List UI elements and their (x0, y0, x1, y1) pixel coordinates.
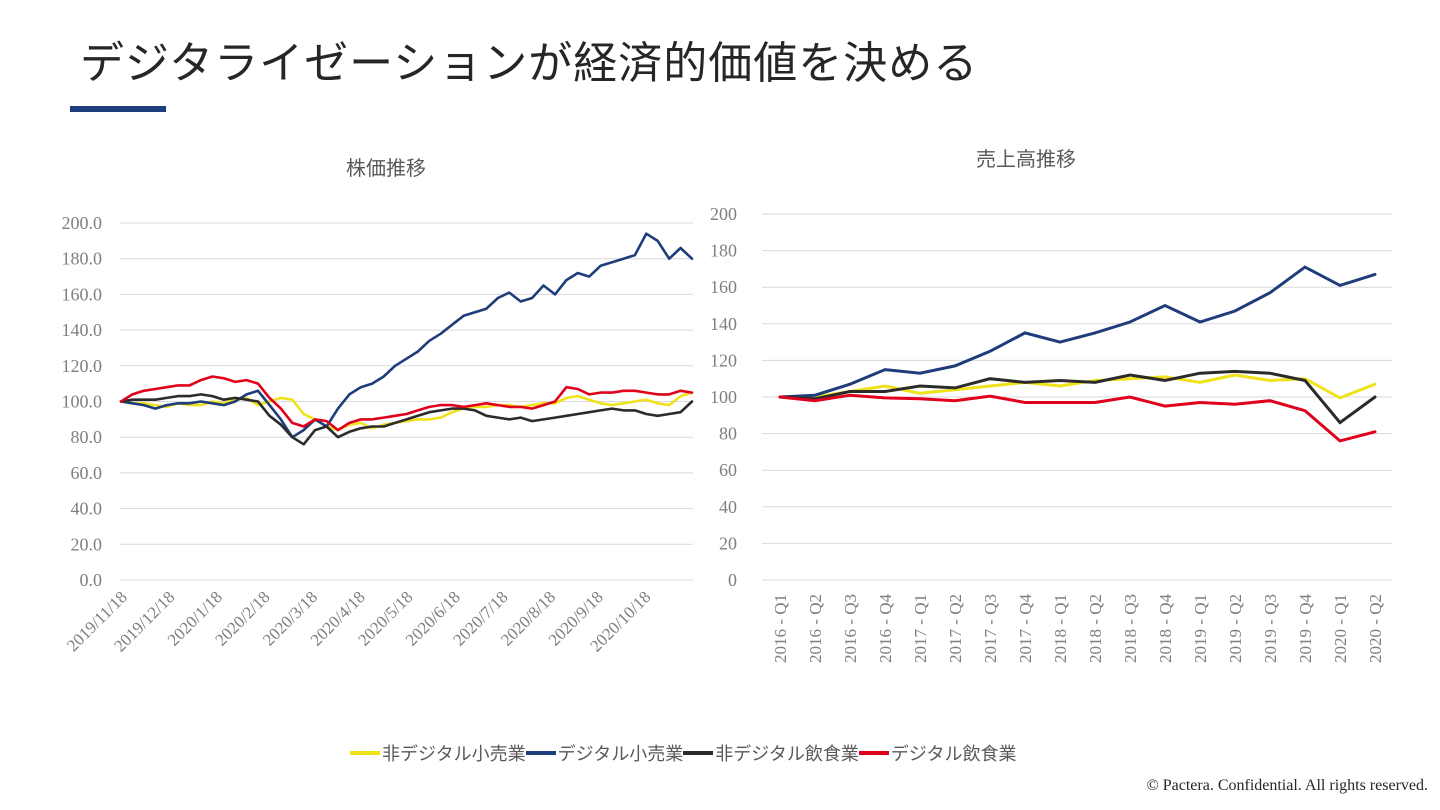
legend-item-nondigital-dining: 非デジタル飲食業 (683, 740, 859, 766)
stock-series-line-0 (119, 391, 694, 432)
legend-label: 非デジタル小売業 (382, 744, 526, 765)
stock-y-tick-label: 60.0 (71, 463, 103, 483)
stock-y-tick-label: 20.0 (71, 534, 103, 554)
sales-x-tick-label: 2016 - Q1 (771, 594, 790, 663)
sales-series-line-3 (778, 393, 1377, 443)
copyright-footer: © Pactera. Confidential. All rights rese… (1146, 777, 1428, 794)
sales-y-tick-label: 40 (719, 497, 737, 517)
sales-x-tick-label: 2017 - Q1 (911, 594, 930, 663)
legend-swatch (525, 751, 556, 755)
sales-x-tick-label: 2017 - Q3 (981, 594, 1000, 663)
sales-chart-title: 売上高推移 (976, 147, 1076, 171)
stock-series-line-1 (119, 232, 694, 439)
sales-x-tick-label: 2020 - Q1 (1331, 594, 1350, 663)
sales-series-line-0 (778, 373, 1377, 400)
sales-x-tick-label: 2017 - Q4 (1016, 594, 1035, 663)
stock-chart-title: 株価推移 (346, 156, 426, 180)
sales-x-tick-label: 2018 - Q3 (1121, 594, 1140, 663)
legend-swatch (350, 751, 380, 755)
legend-label: 非デジタル飲食業 (715, 744, 859, 765)
sales-x-tick-label: 2016 - Q3 (841, 594, 860, 663)
stock-y-tick-label: 100.0 (62, 392, 103, 412)
legend-label: デジタル飲食業 (890, 744, 1017, 765)
sales-y-tick-label: 160 (710, 277, 737, 297)
sales-y-tick-label: 120 (710, 350, 737, 370)
stock-y-tick-label: 80.0 (71, 427, 103, 447)
legend-item-nondigital-retail: 非デジタル小売業 (350, 740, 526, 766)
sales-y-tick-label: 0 (728, 570, 737, 590)
sales-x-tick-label: 2018 - Q4 (1156, 594, 1175, 663)
sales-y-tick-label: 80 (719, 424, 737, 444)
stock-series-line-3 (119, 375, 694, 432)
sales-y-tick-label: 20 (719, 533, 737, 553)
sales-y-tick-label: 100 (710, 387, 737, 407)
sales-y-tick-label: 180 (710, 241, 737, 261)
sales-x-tick-label: 2019 - Q3 (1261, 594, 1280, 663)
sales-y-tick-label: 60 (719, 460, 737, 480)
legend-swatch (858, 751, 889, 755)
legend-label: デジタル小売業 (557, 744, 684, 765)
sales-x-tick-label: 2016 - Q2 (806, 594, 825, 663)
sales-x-tick-label: 2018 - Q2 (1086, 594, 1105, 663)
sales-x-tick-label: 2016 - Q4 (876, 594, 895, 663)
legend-item-digital-dining: デジタル飲食業 (858, 740, 1017, 766)
stock-y-tick-label: 40.0 (71, 499, 103, 519)
sales-x-tick-label: 2019 - Q2 (1226, 594, 1245, 663)
legend: 非デジタル小売業 デジタル小売業 非デジタル飲食業 デジタル飲食業 (350, 740, 1017, 766)
stock-series-line-2 (119, 393, 694, 446)
legend-swatch (683, 751, 714, 755)
slide-title: デジタライゼーションが経済的価値を決める (80, 38, 979, 89)
stock-y-tick-label: 180.0 (62, 249, 103, 269)
sales-series-line-2 (778, 369, 1377, 425)
stock-y-tick-label: 0.0 (80, 570, 103, 590)
sales-series-line-1 (778, 265, 1377, 399)
sales-x-tick-label: 2018 - Q1 (1051, 594, 1070, 663)
sales-y-tick-label: 140 (710, 314, 737, 334)
stock-y-tick-label: 200.0 (62, 213, 103, 233)
sales-x-tick-label: 2017 - Q2 (946, 594, 965, 663)
sales-x-tick-label: 2019 - Q1 (1191, 594, 1210, 663)
stock-y-tick-label: 140.0 (62, 320, 103, 340)
legend-item-digital-retail: デジタル小売業 (525, 740, 684, 766)
stock-y-tick-label: 160.0 (62, 284, 103, 304)
sales-x-tick-label: 2020 - Q2 (1366, 594, 1385, 663)
sales-x-tick-label: 2019 - Q4 (1296, 594, 1315, 663)
sales-y-tick-label: 200 (710, 204, 737, 224)
stock-y-tick-label: 120.0 (62, 356, 103, 376)
title-underline-accent (70, 106, 166, 112)
